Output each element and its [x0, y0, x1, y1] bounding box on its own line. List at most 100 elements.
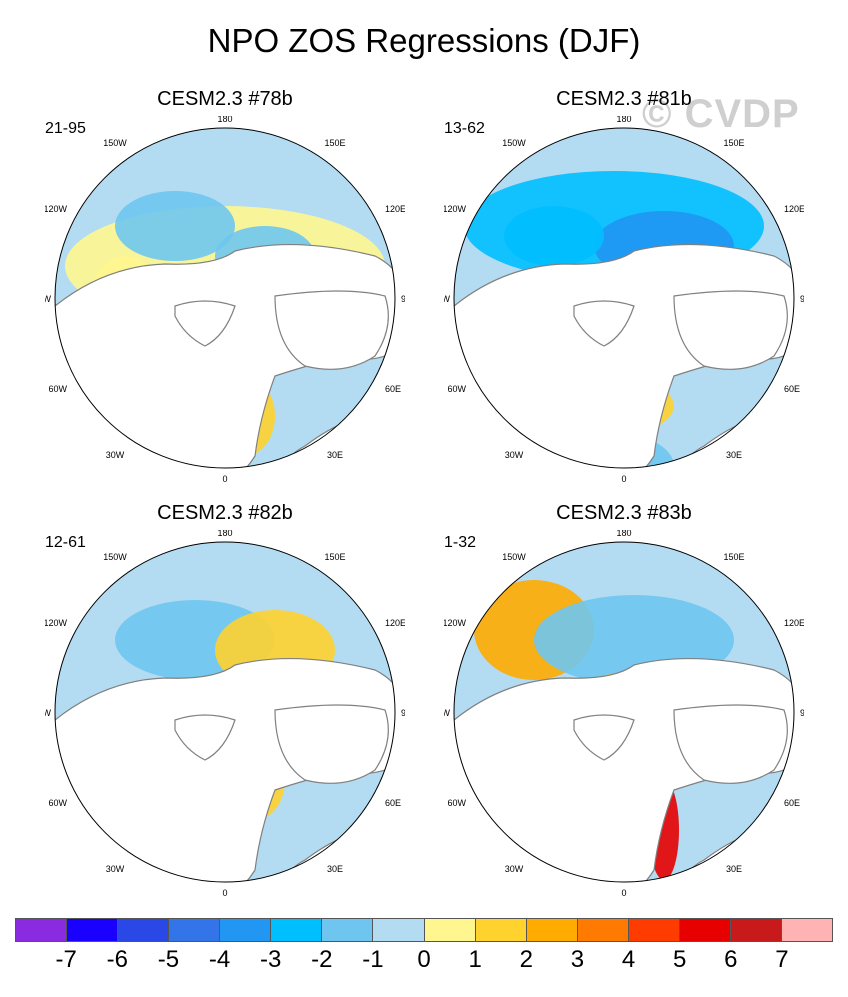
longitude-label: 60W	[48, 798, 67, 808]
colorbar-tick-label: 2	[519, 946, 533, 973]
panel-title: CESM2.3 #81b	[556, 88, 692, 110]
colorbar-tick-label: 6	[724, 946, 738, 973]
longitude-label: 180	[217, 116, 232, 124]
longitude-label: 90E	[800, 294, 804, 304]
longitude-label: 30W	[505, 450, 524, 460]
longitude-label: 150W	[502, 138, 526, 148]
colorbar-swatch	[220, 919, 272, 941]
longitude-label: 30E	[726, 864, 742, 874]
colorbar-tick-label: -1	[362, 946, 384, 973]
longitude-label: 120E	[385, 618, 405, 628]
longitude-label: 90W	[45, 708, 51, 718]
colorbar-swatch	[628, 919, 680, 941]
panel-year-range: 12-61	[45, 534, 86, 551]
longitude-label: 90E	[401, 708, 405, 718]
longitude-label: 90E	[800, 708, 804, 718]
longitude-label: 30W	[106, 450, 125, 460]
landmass	[573, 714, 635, 761]
colorbar-swatch	[475, 919, 527, 941]
longitude-label: 60W	[447, 798, 466, 808]
longitude-label: 150E	[324, 138, 345, 148]
colorbar-swatch	[67, 919, 119, 941]
map-panel: CESM2.3 #78b 21-95 180 150W 150E 120W 120E 90…	[45, 88, 405, 488]
longitude-label: 60E	[784, 798, 800, 808]
colorbar-swatch	[679, 919, 731, 941]
colorbar-tick-label: 7	[775, 946, 789, 973]
colorbar-swatch	[526, 919, 578, 941]
colorbar-swatch	[781, 919, 832, 941]
landmass	[274, 290, 389, 370]
watermark: © CVDP	[642, 92, 800, 136]
longitude-label: 60E	[385, 384, 401, 394]
colorbar-tick-label: -2	[311, 946, 333, 973]
colorbar-tick-label: -7	[55, 946, 77, 973]
panel-year-range: 1-32	[444, 534, 477, 551]
longitude-label: 120E	[784, 618, 804, 628]
longitude-label: 150E	[723, 552, 744, 562]
colorbar-swatch	[322, 919, 374, 941]
colorbar-swatch	[169, 919, 221, 941]
colorbar-tick-label: 3	[570, 946, 585, 973]
longitude-label: 60W	[48, 384, 67, 394]
colorbar-tick-label: 0	[417, 946, 431, 973]
longitude-label: 30E	[327, 864, 343, 874]
anomaly-region	[504, 206, 604, 266]
longitude-label: 30E	[726, 450, 742, 460]
map-boundary	[453, 541, 795, 883]
longitude-label: 0	[222, 888, 227, 898]
longitude-label: 90W	[444, 294, 450, 304]
colorbar-tick-label: -4	[208, 946, 231, 973]
landmass	[174, 714, 236, 761]
longitude-label: 180	[616, 116, 631, 124]
longitude-label: 120E	[385, 204, 405, 214]
longitude-label: 60E	[385, 798, 401, 808]
longitude-label: 0	[222, 474, 227, 484]
longitude-label: 120W	[444, 204, 467, 214]
map-panel: CESM2.3 #82b 12-61 180 150W 150E 120W 120E 90…	[45, 502, 405, 902]
colorbar-tick-label: 4	[621, 946, 636, 973]
longitude-label: 90W	[45, 294, 51, 304]
landmass	[174, 300, 236, 347]
longitude-label: 150W	[502, 552, 526, 562]
colorbar-swatch	[424, 919, 476, 941]
longitude-label: 60E	[784, 384, 800, 394]
panel-title: CESM2.3 #82b	[157, 502, 293, 524]
colorbar-swatch	[16, 919, 68, 941]
polar-map: 180 150W 150E 120W 120E 90W 90E 60W 60E 30W 30E 0	[444, 116, 804, 484]
landmass	[673, 704, 788, 784]
longitude-label: 180	[616, 530, 631, 538]
figure-title: NPO ZOS Regressions (DJF)	[207, 22, 641, 59]
panel-title: CESM2.3 #78b	[157, 88, 293, 110]
longitude-label: 150W	[103, 138, 127, 148]
longitude-label: 90W	[444, 708, 450, 718]
longitude-label: 120E	[784, 204, 804, 214]
colorbar-tick-label: 5	[672, 946, 687, 973]
panel-title: CESM2.3 #83b	[556, 502, 692, 524]
longitude-label: 0	[621, 888, 626, 898]
longitude-label: 0	[621, 474, 626, 484]
longitude-label: 60W	[447, 384, 466, 394]
longitude-label: 150W	[103, 552, 127, 562]
colorbar-tick-label: -6	[106, 946, 128, 973]
colorbar-swatch	[730, 919, 782, 941]
longitude-label: 30E	[327, 450, 343, 460]
map-boundary	[54, 127, 396, 469]
colorbar-swatch	[577, 919, 629, 941]
anomaly-region	[115, 191, 235, 261]
longitude-label: 120W	[45, 618, 68, 628]
longitude-label: 120W	[444, 618, 467, 628]
landmass	[274, 704, 389, 784]
colorbar	[15, 918, 833, 942]
polar-map: 180 150W 150E 120W 120E 90W 90E 60W 60E 30W 30E 0	[45, 530, 405, 898]
colorbar-swatch	[271, 919, 323, 941]
polar-map: 180 150W 150E 120W 120E 90W 90E 60W 60E 30W 30E 0	[45, 116, 405, 484]
colorbar-swatch	[373, 919, 425, 941]
map-panel: CESM2.3 #83b 1-32 180 150W 150E 120W 120E 90W…	[444, 502, 804, 902]
colorbar-labels: -7 -6 -5 -4 -3 -2 -1 0 1 2 3 4 5 6 7	[15, 946, 833, 976]
colorbar-tick-label: -3	[259, 946, 282, 973]
longitude-label: 120W	[45, 204, 68, 214]
landmass	[573, 300, 635, 347]
colorbar-swatch	[118, 919, 170, 941]
longitude-label: 150E	[324, 552, 345, 562]
panel-year-range: 13-62	[444, 120, 485, 137]
